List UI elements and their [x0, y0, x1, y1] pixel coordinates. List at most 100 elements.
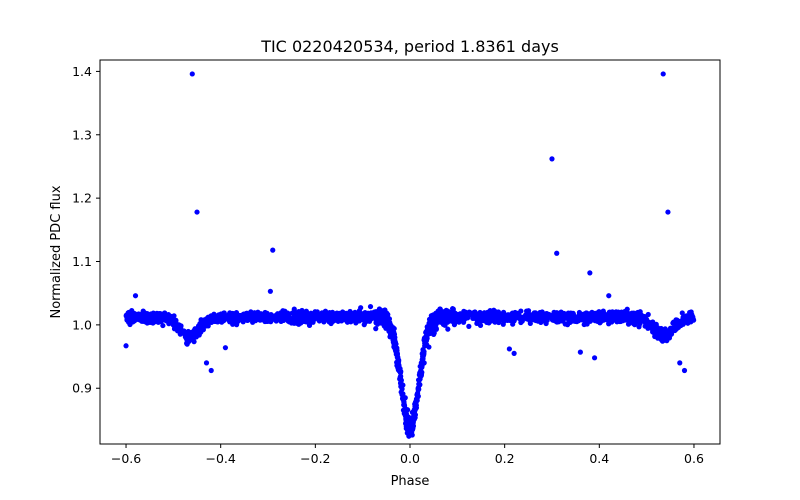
data-point: [613, 318, 619, 324]
data-point: [200, 319, 206, 325]
data-point: [169, 315, 175, 321]
data-points-layer: [123, 71, 697, 439]
data-point: [421, 349, 427, 355]
data-point: [196, 324, 202, 330]
data-point: [132, 293, 139, 299]
data-point: [189, 71, 195, 77]
data-point: [303, 309, 310, 315]
data-point: [354, 318, 360, 325]
data-point: [444, 311, 450, 317]
data-point: [160, 314, 166, 320]
data-point: [511, 350, 517, 356]
data-point: [591, 311, 598, 317]
data-point: [263, 312, 269, 318]
data-point: [232, 319, 238, 325]
data-point: [151, 310, 157, 317]
data-point: [554, 314, 560, 320]
data-point: [232, 313, 238, 319]
data-point: [600, 315, 606, 322]
data-point: [280, 317, 286, 323]
data-point: [451, 309, 457, 315]
y-tick-label: 1.3: [72, 127, 92, 142]
data-point: [198, 329, 204, 335]
data-point: [653, 321, 659, 327]
data-point: [404, 423, 410, 429]
data-point: [615, 312, 621, 318]
data-point: [426, 344, 432, 350]
data-point: [419, 369, 425, 375]
data-point: [412, 401, 418, 407]
y-axis-ticks: 0.9 1.0 1.1 1.2 1.3 1.4: [72, 64, 100, 396]
data-point: [435, 310, 441, 316]
data-point: [144, 311, 150, 317]
y-tick-label: 1.2: [72, 191, 92, 206]
data-point: [341, 311, 347, 318]
data-point: [239, 314, 246, 321]
data-point: [301, 314, 308, 320]
data-point: [407, 417, 413, 423]
data-point: [506, 346, 512, 352]
y-tick-label: 1.4: [72, 64, 92, 79]
data-point: [606, 293, 612, 299]
data-point: [401, 399, 407, 405]
data-point: [538, 319, 544, 325]
x-tick-label: −0.6: [111, 451, 141, 466]
data-point: [338, 318, 345, 324]
data-point: [286, 319, 293, 325]
data-point: [212, 314, 218, 320]
x-tick-label: 0.0: [400, 451, 420, 466]
data-point: [194, 209, 200, 215]
data-point: [405, 407, 411, 413]
data-point: [222, 345, 229, 351]
data-point: [479, 315, 486, 321]
data-point: [649, 325, 655, 332]
data-point: [550, 312, 556, 318]
data-point: [416, 382, 423, 388]
data-point: [365, 313, 371, 319]
data-point: [217, 315, 223, 321]
data-point: [527, 320, 533, 327]
y-tick-label: 0.9: [72, 381, 92, 396]
data-point: [423, 339, 429, 345]
data-point: [289, 310, 295, 316]
data-point: [579, 311, 586, 318]
data-point: [508, 314, 514, 320]
data-point: [332, 316, 339, 322]
data-point: [221, 318, 227, 324]
data-point: [431, 331, 437, 337]
data-point: [628, 318, 634, 324]
data-point: [587, 270, 593, 276]
data-point: [554, 250, 560, 256]
data-point: [561, 310, 567, 317]
data-point: [192, 331, 199, 337]
data-point: [390, 338, 397, 344]
data-point: [408, 430, 415, 436]
data-point: [145, 317, 151, 323]
data-point: [177, 331, 183, 337]
data-point: [386, 324, 392, 331]
data-point: [677, 360, 683, 366]
data-point: [385, 312, 391, 318]
data-point: [445, 326, 451, 332]
data-point: [379, 310, 385, 316]
data-point: [432, 315, 438, 321]
data-point: [344, 319, 351, 325]
data-point: [409, 409, 415, 415]
data-point: [452, 315, 458, 321]
y-axis-label: Normalized PDC flux: [49, 185, 64, 318]
data-point: [606, 321, 612, 327]
data-point: [424, 324, 430, 330]
data-point: [451, 322, 458, 328]
data-point: [598, 311, 604, 317]
plot-area-frame: [99, 59, 721, 445]
x-tick-label: −0.2: [300, 451, 330, 466]
data-point: [665, 209, 671, 215]
data-point: [266, 317, 272, 323]
data-point: [310, 319, 316, 325]
data-point: [313, 311, 319, 317]
chart-title: TIC 0220420534, period 1.8361 days: [260, 37, 559, 56]
data-point: [358, 315, 364, 321]
data-point: [645, 311, 651, 318]
data-point: [178, 325, 184, 331]
data-point: [123, 343, 129, 349]
